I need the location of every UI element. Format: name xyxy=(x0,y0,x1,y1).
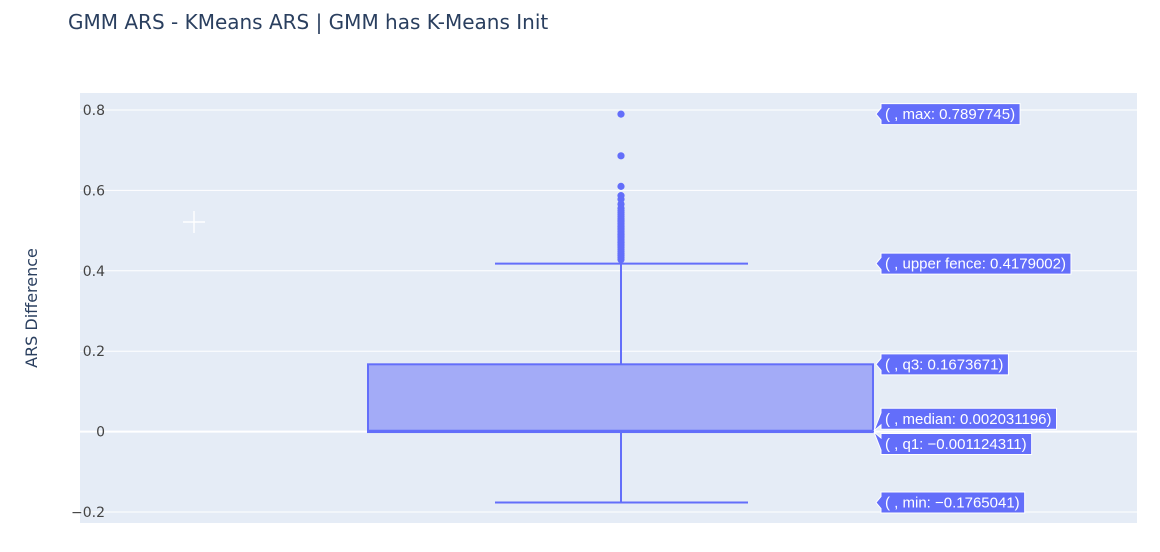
hover-label-text: ( , q1: −0.001124311) xyxy=(885,436,1027,453)
hover-label-q3: ( , q3: 0.1673671) xyxy=(875,353,1009,376)
y-axis-ticks: −0.2 0 0.2 0.4 0.6 0.8 xyxy=(71,103,105,521)
iqr-box xyxy=(367,363,874,434)
y-tick-label: −0.2 xyxy=(71,505,105,521)
y-axis-label: ARS Difference xyxy=(22,248,41,368)
hover-label-text: ( , q3: 0.1673671) xyxy=(885,356,1003,373)
hover-label-upper-fence: ( , upper fence: 0.4179002) xyxy=(875,252,1072,275)
outlier-points[interactable] xyxy=(617,110,625,264)
crosshair-icon xyxy=(183,211,205,233)
hover-label-max: ( , max: 0.7897745) xyxy=(875,103,1021,126)
y-tick-label: 0.4 xyxy=(83,264,105,280)
hover-label-box xyxy=(873,407,1058,432)
chart-title: GMM ARS - KMeans ARS | GMM has K-Means I… xyxy=(68,10,548,34)
y-tick-label: 0 xyxy=(96,425,105,441)
hover-labels: ( , max: 0.7897745) ( , upper fence: 0.41… xyxy=(873,103,1072,514)
hover-label-box xyxy=(875,353,1009,376)
outlier-point xyxy=(617,255,625,264)
hover-label-text: ( , median: 0.002031196) xyxy=(885,411,1052,428)
plot-area[interactable] xyxy=(80,93,1137,523)
hover-label-text: ( , max: 0.7897745) xyxy=(885,106,1015,123)
hover-label-text: ( , upper fence: 0.4179002) xyxy=(885,256,1066,273)
y-tick-label: 0.6 xyxy=(83,183,105,199)
y-tick-label: 0.2 xyxy=(83,344,105,360)
outlier-point xyxy=(617,110,625,118)
box-trace[interactable] xyxy=(367,262,874,504)
hover-label-q1: ( , q1: −0.001124311) xyxy=(873,431,1033,456)
hover-label-box xyxy=(875,491,1026,514)
hover-label-box xyxy=(875,252,1072,275)
hover-label-box xyxy=(873,431,1033,456)
hover-label-median: ( , median: 0.002031196) xyxy=(873,407,1058,432)
hover-label-box xyxy=(875,103,1021,126)
outlier-point xyxy=(617,182,625,190)
hover-label-text: ( , min: −0.1765041) xyxy=(885,495,1020,512)
y-tick-label: 0.8 xyxy=(83,103,105,119)
outlier-point xyxy=(617,152,625,160)
grid-lines xyxy=(80,109,1137,513)
hover-label-min: ( , min: −0.1765041) xyxy=(875,491,1026,514)
